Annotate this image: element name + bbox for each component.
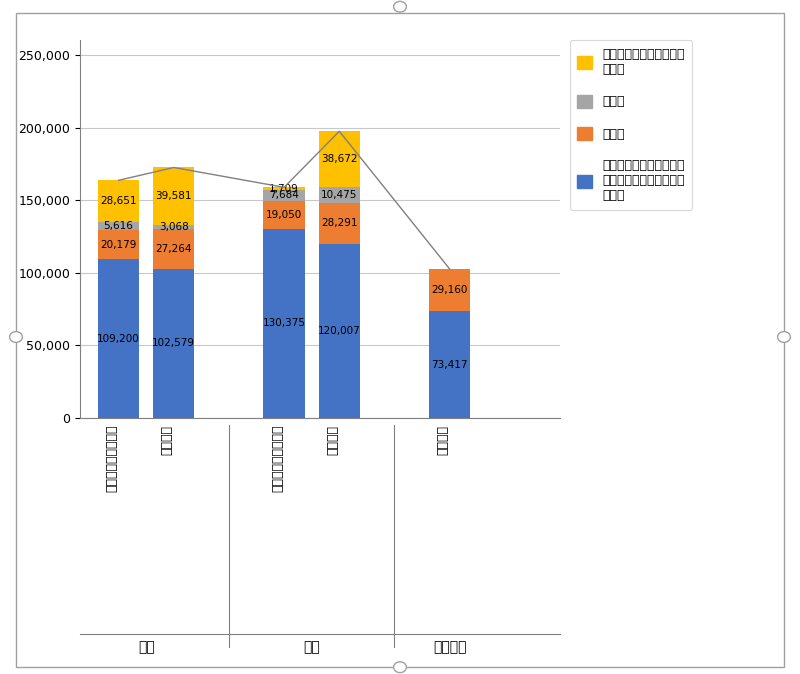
Bar [263,228,305,418]
Bar [263,187,305,190]
Text: 派遣社員: 派遣社員 [326,425,339,455]
Text: 女性: 女性 [303,640,320,654]
Bar [263,190,305,201]
Text: 28,291: 28,291 [321,218,358,228]
Text: 130,375: 130,375 [262,318,306,328]
Text: パート・アルバイト: パート・アルバイト [106,425,118,492]
Legend: 残高（可処分所得－消費
支出）, 医療費, 住居費, 生活費（消費支出から住
居費と医療費を差し引い
た額）: 残高（可処分所得－消費 支出）, 医療費, 住居費, 生活費（消費支出から住 居… [570,40,692,210]
Text: 20,179: 20,179 [101,240,137,249]
Bar [318,203,360,244]
Text: 生活保護: 生活保護 [433,640,466,654]
Text: 3,068: 3,068 [159,222,189,232]
Text: 7,684: 7,684 [270,190,299,200]
Text: 5,616: 5,616 [104,221,134,231]
Text: 生活保護: 生活保護 [437,425,450,455]
Bar [98,222,139,230]
Bar [429,311,470,418]
Text: 73,417: 73,417 [431,360,468,369]
Text: 109,200: 109,200 [98,334,140,344]
Text: 19,050: 19,050 [266,210,302,220]
Text: 派遣社員: 派遣社員 [161,425,174,455]
Text: 38,672: 38,672 [321,154,358,164]
Text: 28,651: 28,651 [100,196,137,206]
Text: パート・アルバイト: パート・アルバイト [271,425,284,492]
Text: 29,160: 29,160 [431,285,468,295]
Bar [153,167,194,225]
Bar [153,229,194,269]
Bar [153,225,194,229]
Bar [318,244,360,418]
Bar [98,230,139,259]
Text: 27,264: 27,264 [155,244,192,254]
Text: 10,475: 10,475 [321,190,358,200]
Text: 102,579: 102,579 [152,338,195,348]
Bar [318,187,360,203]
Bar [98,181,139,222]
Bar [153,269,194,418]
Bar [98,259,139,418]
Text: 1,709: 1,709 [270,183,299,193]
Bar [429,269,470,311]
Text: 39,581: 39,581 [155,191,192,202]
Text: 120,007: 120,007 [318,326,361,336]
Text: 男性: 男性 [138,640,154,654]
Bar [318,131,360,187]
Bar [263,201,305,228]
